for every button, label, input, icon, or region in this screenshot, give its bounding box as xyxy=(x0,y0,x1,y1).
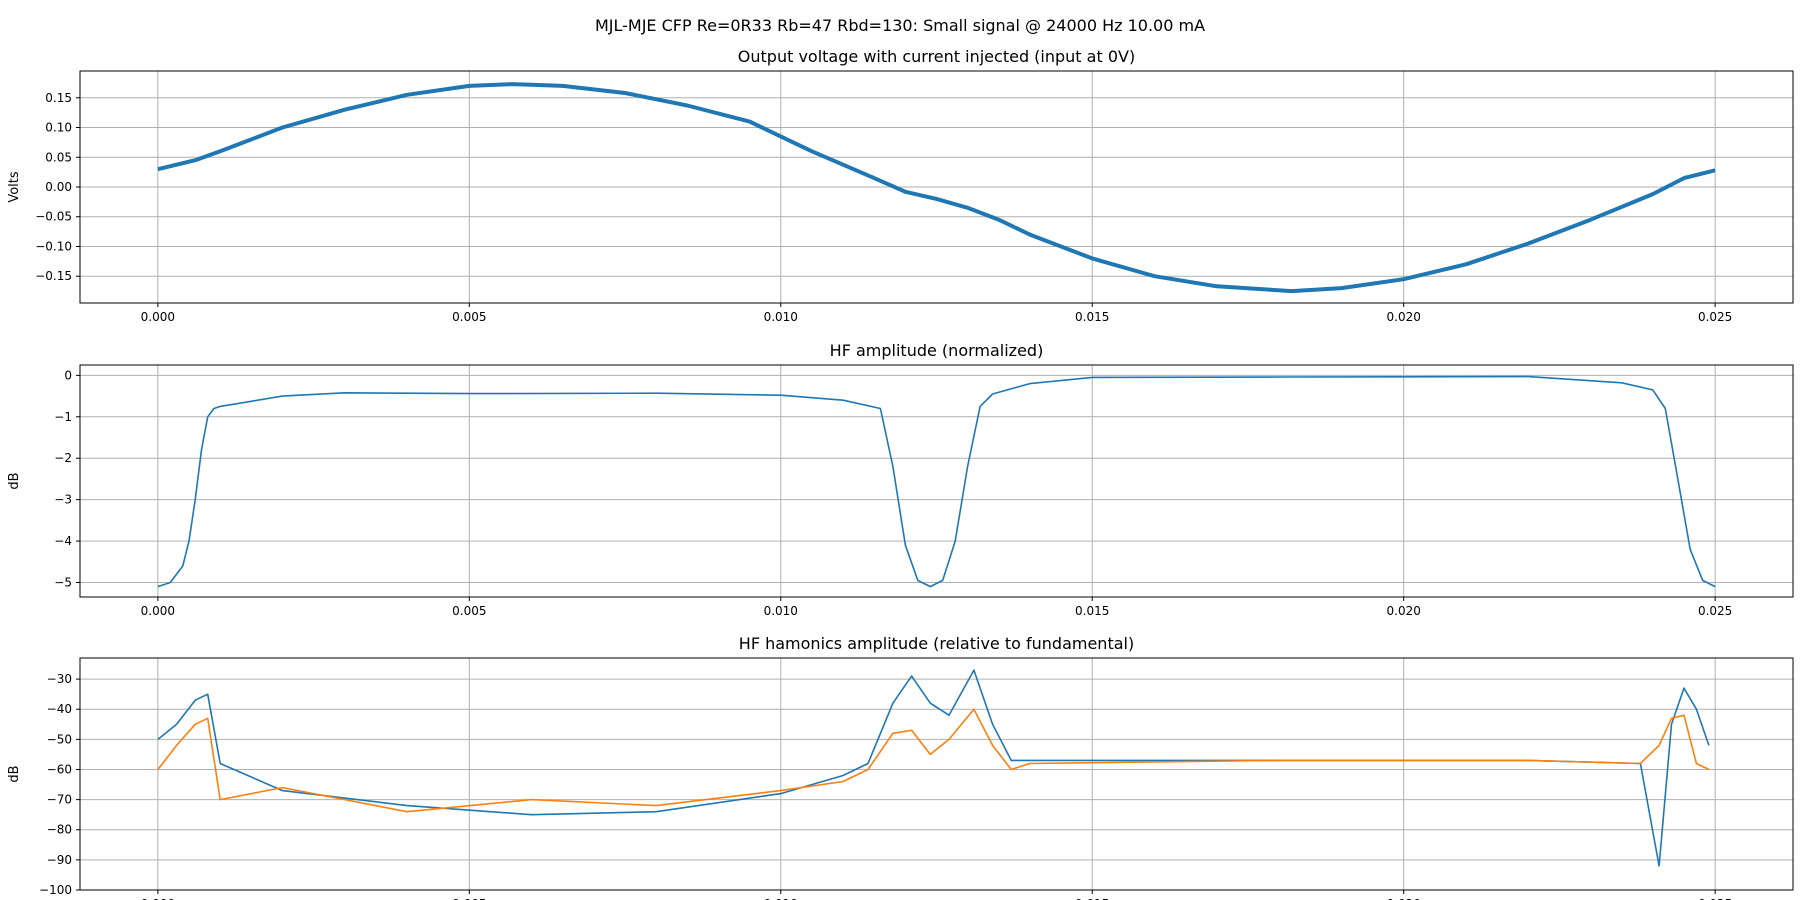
figure-suptitle: MJL-MJE CFP Re=0R33 Rb=47 Rbd=130: Small… xyxy=(595,16,1205,35)
chart1-xtick-label: 0.000 xyxy=(141,310,175,324)
chart1-title: Output voltage with current injected (in… xyxy=(738,47,1135,66)
chart2-xtick-label: 0.005 xyxy=(452,604,486,618)
chart3-xtick-label: 0.000 xyxy=(141,897,175,900)
chart2-ytick-label: −2 xyxy=(54,451,72,465)
chart3-ytick-label: −40 xyxy=(47,702,72,716)
chart1-ytick-label: −0.15 xyxy=(35,269,72,283)
chart1-frame xyxy=(79,70,1794,304)
chart2-ytick-label: −5 xyxy=(54,576,72,590)
chart2-xtick-label: 0.015 xyxy=(1075,604,1109,618)
chart3-xtick-label: 0.025 xyxy=(1698,897,1732,900)
chart3-title: HF hamonics amplitude (relative to funda… xyxy=(739,634,1134,653)
chart2-frame xyxy=(79,364,1794,598)
chart1-xtick-label: 0.025 xyxy=(1698,310,1732,324)
chart3-xtick-label: 0.010 xyxy=(764,897,798,900)
chart1-ytick-label: 0.15 xyxy=(45,91,72,105)
chart1-ytick-label: 0.00 xyxy=(45,180,72,194)
chart2-xtick-label: 0.010 xyxy=(764,604,798,618)
chart2-ytick-label: −1 xyxy=(54,410,72,424)
chart3-ytick-label: −60 xyxy=(47,762,72,776)
chart1-xtick-label: 0.005 xyxy=(452,310,486,324)
chart3-xtick-label: 0.015 xyxy=(1075,897,1109,900)
chart1-xtick-label: 0.010 xyxy=(764,310,798,324)
chart1-xtick-label: 0.020 xyxy=(1387,310,1421,324)
chart3-ytick-label: −100 xyxy=(39,883,72,897)
chart2-title: HF amplitude (normalized) xyxy=(830,341,1044,360)
chart3-series-2-line xyxy=(157,708,1710,813)
chart3-ylabel: dB xyxy=(7,765,22,782)
chart1-xtick-label: 0.015 xyxy=(1075,310,1109,324)
chart3-ytick-label: −90 xyxy=(47,853,72,867)
chart1-ytick-label: −0.10 xyxy=(35,239,72,253)
chart2-xtick-label: 0.025 xyxy=(1698,604,1732,618)
chart3-series-1-line xyxy=(157,669,1710,867)
chart3-xtick-label: 0.005 xyxy=(452,897,486,900)
chart3-ytick-label: −70 xyxy=(47,793,72,807)
chart3-frame xyxy=(79,657,1794,891)
chart1-ylabel: Volts xyxy=(7,171,22,203)
chart2-series-1-line xyxy=(157,375,1716,588)
chart3-ytick-label: −50 xyxy=(47,732,72,746)
chart2-ytick-label: −3 xyxy=(54,493,72,507)
chart2-ylabel: dB xyxy=(7,472,22,489)
chart2-xtick-label: 0.020 xyxy=(1387,604,1421,618)
chart1-ytick-label: 0.10 xyxy=(45,121,72,135)
chart1-ytick-label: −0.05 xyxy=(35,210,72,224)
chart2-xtick-label: 0.000 xyxy=(141,604,175,618)
chart3-ytick-label: −30 xyxy=(47,672,72,686)
chart3-xtick-label: 0.020 xyxy=(1387,897,1421,900)
chart2-ytick-label: 0 xyxy=(64,368,72,382)
chart3-ytick-label: −80 xyxy=(47,823,72,837)
chart1-series-1-line xyxy=(157,82,1716,294)
chart1-ytick-label: 0.05 xyxy=(45,150,72,164)
chart2-ytick-label: −4 xyxy=(54,534,72,548)
